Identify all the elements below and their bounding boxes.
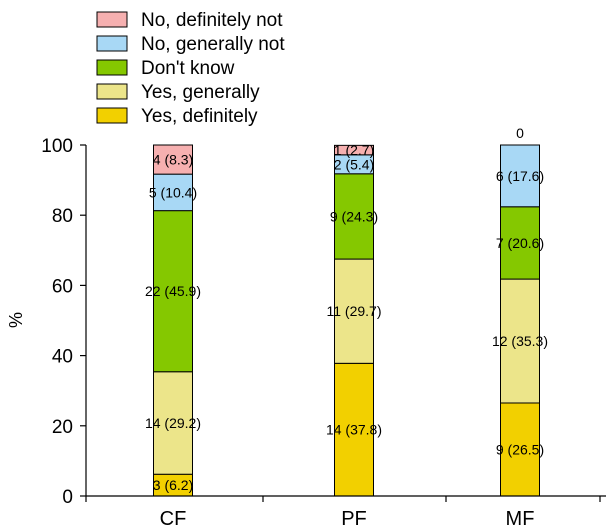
legend-label: Don't know (141, 58, 235, 79)
data-label: 9 (24.3) (330, 208, 378, 224)
y-tick-label: 100 (41, 136, 73, 157)
bars: 3 (6.2) 14 (29.2) 22 (45.9) 5 (10.4) 4 (8.3)… (145, 125, 548, 497)
bar-segment (334, 173, 374, 260)
bar-segment (500, 144, 540, 208)
x-ticks: CF PF MF (85, 496, 601, 529)
data-label: 9 (26.5) (496, 441, 544, 457)
data-label: 11 (29.7) (327, 303, 382, 319)
legend-label: No, generally not (141, 34, 285, 55)
data-label: 5 (10.4) (149, 184, 197, 200)
data-label: 1 (2.7) (334, 142, 374, 158)
legend-label: Yes, definitely (141, 106, 258, 127)
bar-segment (153, 144, 193, 175)
legend-swatch (96, 83, 128, 100)
legend-swatch (96, 107, 128, 124)
data-label: 2 (5.4) (334, 156, 374, 172)
legend-swatch (96, 35, 128, 52)
y-tick-label: 60 (52, 276, 73, 297)
bar-segment (500, 402, 540, 497)
legend-label: Yes, generally (141, 82, 260, 103)
data-label: 14 (37.8) (326, 422, 382, 438)
legend-swatch (96, 11, 128, 28)
legend: No, definitely not No, generally not Don't… (96, 10, 285, 127)
y-tick-label: 40 (52, 347, 73, 368)
legend-swatch (96, 59, 128, 76)
y-ticks: 0 20 40 60 80 100 (41, 136, 86, 508)
bar-segment (334, 144, 374, 156)
bar-segment (153, 371, 193, 475)
data-label: 6 (17.6) (496, 168, 544, 184)
y-tick-label: 20 (52, 417, 73, 438)
data-label: 22 (45.9) (145, 283, 201, 299)
data-label: 14 (29.2) (145, 415, 201, 431)
data-label: 3 (6.2) (153, 477, 193, 493)
y-tick-label: 0 (62, 487, 73, 508)
category-label: MF (506, 508, 535, 529)
data-label: 0 (516, 125, 524, 141)
bar-segment (334, 258, 374, 364)
bar-segment (500, 278, 540, 404)
y-axis-label: % (6, 312, 26, 328)
axes (85, 145, 606, 497)
data-label: 4 (8.3) (153, 152, 193, 168)
bar-segment (153, 173, 193, 212)
legend-label: No, definitely not (141, 10, 283, 31)
y-tick-label: 80 (52, 206, 73, 227)
data-label: 12 (35.3) (492, 333, 548, 349)
category-label: CF (160, 508, 187, 529)
data-label: 7 (20.6) (496, 235, 544, 251)
category-label: PF (341, 508, 367, 529)
